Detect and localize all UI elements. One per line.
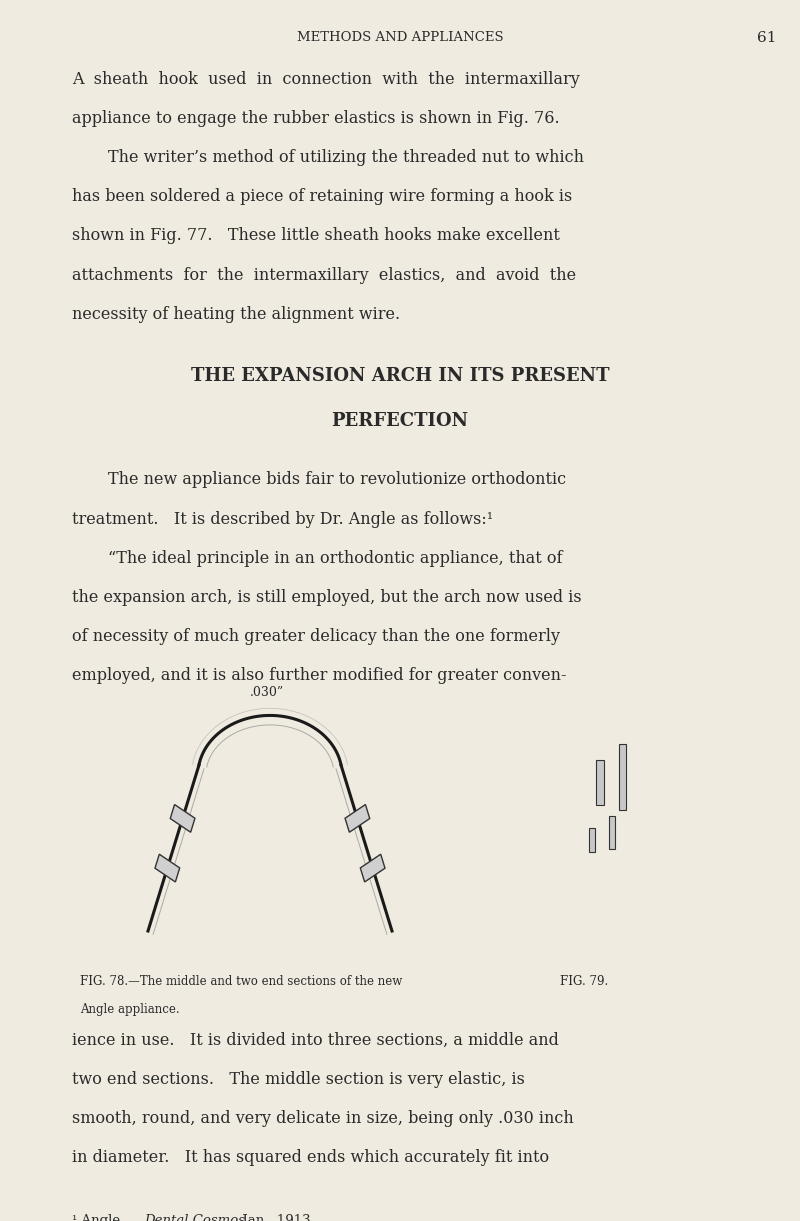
Text: “The ideal principle in an orthodontic appliance, that of: “The ideal principle in an orthodontic a… xyxy=(108,549,562,567)
Text: THE EXPANSION ARCH IN ITS PRESENT: THE EXPANSION ARCH IN ITS PRESENT xyxy=(190,368,610,385)
Text: attachments  for  the  intermaxillary  elastics,  and  avoid  the: attachments for the intermaxillary elast… xyxy=(72,266,576,283)
Polygon shape xyxy=(610,816,614,850)
Text: necessity of heating the alignment wire.: necessity of heating the alignment wire. xyxy=(72,305,400,322)
Polygon shape xyxy=(170,805,195,833)
Text: smooth, round, and very delicate in size, being only .030 inch: smooth, round, and very delicate in size… xyxy=(72,1110,574,1127)
Text: Angle appliance.: Angle appliance. xyxy=(80,1004,180,1016)
Text: treatment.   It is described by Dr. Angle as follows:¹: treatment. It is described by Dr. Angle … xyxy=(72,510,493,527)
Text: The writer’s method of utilizing the threaded nut to which: The writer’s method of utilizing the thr… xyxy=(108,149,584,166)
Text: employed, and it is also further modified for greater conven-: employed, and it is also further modifie… xyxy=(72,667,566,684)
Polygon shape xyxy=(589,828,594,852)
Polygon shape xyxy=(597,761,603,806)
Text: shown in Fig. 77.   These little sheath hooks make excellent: shown in Fig. 77. These little sheath ho… xyxy=(72,227,560,244)
Text: of necessity of much greater delicacy than the one formerly: of necessity of much greater delicacy th… xyxy=(72,628,560,645)
Text: ¹ Angle,: ¹ Angle, xyxy=(72,1214,129,1221)
Text: , Jan., 1913.: , Jan., 1913. xyxy=(234,1214,314,1221)
Polygon shape xyxy=(360,855,385,882)
Text: ience in use.   It is divided into three sections, a middle and: ience in use. It is divided into three s… xyxy=(72,1032,559,1049)
Polygon shape xyxy=(345,805,370,833)
Text: the expansion arch, is still employed, but the arch now used is: the expansion arch, is still employed, b… xyxy=(72,589,582,606)
Text: appliance to engage the rubber elastics is shown in Fig. 76.: appliance to engage the rubber elastics … xyxy=(72,110,560,127)
Text: two end sections.   The middle section is very elastic, is: two end sections. The middle section is … xyxy=(72,1071,525,1088)
Text: PERFECTION: PERFECTION xyxy=(331,413,469,430)
Text: has been soldered a piece of retaining wire forming a hook is: has been soldered a piece of retaining w… xyxy=(72,188,572,205)
Text: FIG. 79.: FIG. 79. xyxy=(560,974,608,988)
Text: .030”: .030” xyxy=(250,686,284,698)
Text: The new appliance bids fair to revolutionize orthodontic: The new appliance bids fair to revolutio… xyxy=(108,471,566,488)
Text: METHODS AND APPLIANCES: METHODS AND APPLIANCES xyxy=(297,31,503,44)
Polygon shape xyxy=(619,745,626,810)
Text: Dental Cosmos: Dental Cosmos xyxy=(144,1214,245,1221)
Text: FIG. 78.—The middle and two end sections of the new: FIG. 78.—The middle and two end sections… xyxy=(80,974,402,988)
Text: in diameter.   It has squared ends which accurately fit into: in diameter. It has squared ends which a… xyxy=(72,1149,549,1166)
Text: 61: 61 xyxy=(757,31,776,45)
Text: A  sheath  hook  used  in  connection  with  the  intermaxillary: A sheath hook used in connection with th… xyxy=(72,71,580,88)
Polygon shape xyxy=(155,855,180,882)
